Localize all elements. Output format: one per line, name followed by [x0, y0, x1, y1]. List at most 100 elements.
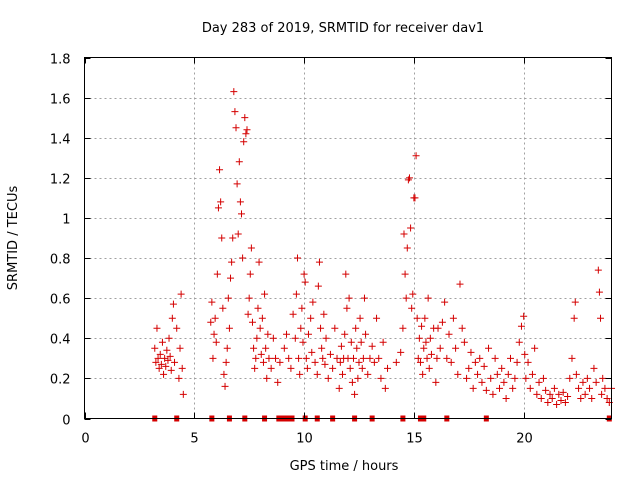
data-point: [242, 130, 250, 138]
y-tick-label: 1: [62, 213, 70, 228]
data-point: [272, 354, 280, 362]
data-point: [515, 338, 523, 346]
data-point: [234, 230, 242, 238]
y-axis-label: SRMTID / TECUs: [6, 186, 21, 291]
data-point: [522, 374, 530, 382]
data-point: [156, 350, 164, 358]
data-point: [171, 358, 179, 366]
data-point: [471, 358, 479, 366]
data-point: [276, 358, 284, 366]
data-point: [296, 370, 304, 378]
data-point: [362, 330, 370, 338]
data-point: [303, 364, 311, 372]
data-point: [152, 358, 160, 366]
data-point: [349, 354, 357, 362]
data-point: [598, 390, 606, 398]
data-point: [295, 354, 303, 362]
x-tick-label: 10: [296, 432, 313, 447]
data-point: [456, 280, 464, 288]
data-point: [212, 338, 220, 346]
data-point: [320, 310, 328, 318]
data-point: [496, 384, 504, 392]
data-point: [506, 354, 514, 362]
y-tick-label: 1.4: [50, 133, 71, 148]
data-point: [313, 370, 321, 378]
data-point: [210, 330, 218, 338]
data-point: [351, 390, 359, 398]
data-point: [413, 314, 421, 322]
data-point: [153, 324, 161, 332]
data-point: [403, 244, 411, 252]
data-point: [331, 324, 339, 332]
data-point: [424, 294, 432, 302]
data-point: [179, 390, 187, 398]
data-point: [476, 354, 484, 362]
data-point: [517, 322, 525, 330]
data-point: [214, 204, 222, 212]
data-point: [269, 334, 277, 342]
data-point: [254, 304, 262, 312]
data-point: [335, 384, 343, 392]
data-point: [165, 334, 173, 342]
data-point: [321, 360, 329, 368]
data-point: [415, 334, 423, 342]
data-point: [154, 354, 162, 362]
data-point: [493, 370, 501, 378]
data-point: [422, 338, 430, 346]
data-point: [292, 290, 300, 298]
data-point: [407, 224, 415, 232]
data-point: [571, 298, 579, 306]
data-point: [343, 304, 351, 312]
data-point: [414, 354, 422, 362]
data-point: [399, 324, 407, 332]
data-point: [158, 338, 166, 346]
data-point: [336, 358, 344, 366]
data-point: [408, 304, 416, 312]
data-point: [304, 330, 312, 338]
data-point: [264, 330, 272, 338]
data-point: [384, 364, 392, 372]
data-point: [401, 270, 409, 278]
data-point: [425, 364, 433, 372]
data-point: [539, 374, 547, 382]
data-point: [230, 88, 238, 96]
data-point: [489, 390, 497, 398]
data-point: [168, 314, 176, 322]
data-point: [524, 358, 532, 366]
data-point: [177, 290, 185, 298]
data-point: [504, 370, 512, 378]
data-point: [528, 370, 536, 378]
data-point: [452, 344, 460, 352]
data-point: [162, 362, 170, 370]
data-point: [315, 258, 323, 266]
x-tick-label: 15: [406, 432, 423, 447]
data-point: [298, 304, 306, 312]
data-point: [211, 314, 219, 322]
y-tick-label: 1.6: [50, 93, 71, 108]
data-point: [262, 344, 270, 352]
data-point: [163, 346, 171, 354]
data-point: [209, 354, 217, 362]
data-point: [229, 234, 237, 242]
data-point: [572, 370, 580, 378]
data-point: [218, 234, 226, 242]
data-point: [480, 362, 488, 370]
data-point: [223, 344, 231, 352]
data-point: [599, 374, 607, 382]
data-point: [520, 312, 528, 320]
data-point: [467, 348, 475, 356]
data-point: [546, 390, 554, 398]
data-point: [300, 270, 308, 278]
data-point: [416, 358, 424, 366]
data-point: [434, 324, 442, 332]
data-point: [592, 378, 600, 386]
data-point: [594, 266, 602, 274]
data-point: [583, 374, 591, 382]
data-point: [568, 354, 576, 362]
data-point: [248, 318, 256, 326]
data-point: [339, 370, 347, 378]
data-point: [333, 354, 341, 362]
data-point: [364, 370, 372, 378]
data-point: [375, 354, 383, 362]
